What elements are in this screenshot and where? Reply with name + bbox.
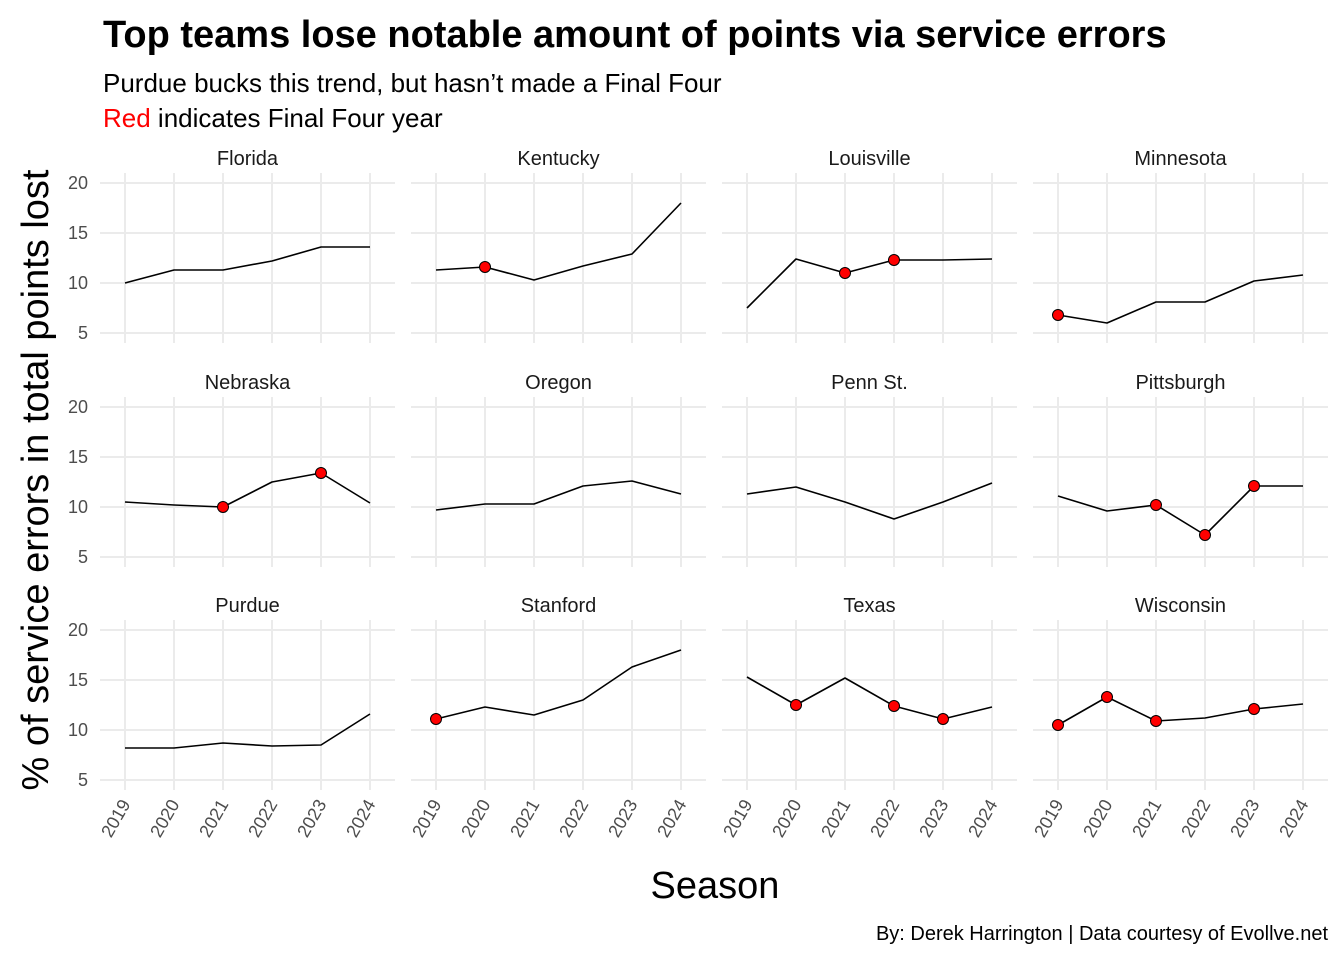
final-four-point: [1248, 480, 1260, 492]
x-tick-label: 2022: [1177, 796, 1214, 841]
x-tick-label: 2023: [1226, 796, 1263, 841]
series-line: [1057, 274, 1304, 324]
series-line: [1057, 485, 1303, 536]
x-tick-label: 2024: [964, 796, 1001, 841]
series-line: [435, 480, 682, 511]
final-four-point: [1150, 499, 1162, 511]
panel-kentucky: Kentucky: [411, 148, 706, 343]
y-axis-title: % of service errors in total points lost: [15, 169, 57, 790]
panel-louisville: Louisville: [722, 148, 1017, 343]
panel-texas: Texas 2019 2020 2021 2022 2023 2024: [719, 595, 1017, 841]
y-tick-label: 5: [78, 323, 88, 343]
x-tick-label: 2019: [408, 796, 445, 841]
panel-pittsburgh: Pittsburgh: [1033, 372, 1328, 567]
y-tick-label: 10: [68, 720, 88, 740]
panel-title: Pittsburgh: [1135, 372, 1225, 394]
panel-stanford: Stanford 2019 2020 2021 2022 2023 2024: [408, 595, 706, 841]
x-tick-label: 2021: [817, 796, 854, 841]
y-tick-label: 10: [68, 273, 88, 293]
chart-subtitle-line2: Red indicates Final Four year: [103, 103, 443, 133]
subtitle-red-word: Red: [103, 103, 151, 133]
panel-penn-st: Penn St.: [722, 372, 1017, 567]
x-tick-label: 2024: [653, 796, 690, 841]
series-line: [125, 713, 371, 749]
panel-florida: Florida 5 10 15 20: [68, 148, 395, 343]
x-tick-label: 2021: [195, 796, 232, 841]
series-line: [435, 649, 682, 720]
panel-nebraska: Nebraska 5 10 15 20: [68, 372, 395, 567]
y-tick-label: 5: [78, 547, 88, 567]
x-tick-label: 2020: [1079, 796, 1116, 841]
y-tick-label: 20: [68, 397, 88, 417]
final-four-point: [479, 261, 491, 273]
x-tick-label: 2022: [244, 796, 281, 841]
panel-title: Louisville: [828, 148, 910, 170]
y-tick-label: 15: [68, 447, 88, 467]
y-tick-label: 20: [68, 173, 88, 193]
x-tick-label: 2020: [146, 796, 183, 841]
x-axis-title: Season: [651, 865, 780, 907]
series-line: [124, 472, 371, 508]
final-four-point: [1248, 703, 1260, 715]
x-tick-label: 2024: [1275, 796, 1312, 841]
chart-subtitle-line1: Purdue bucks this trend, but hasn’t made…: [103, 68, 722, 98]
final-four-point: [888, 254, 900, 266]
panel-title: Oregon: [525, 372, 592, 394]
final-four-point: [430, 713, 442, 725]
panel-title: Minnesota: [1134, 148, 1227, 170]
panel-title: Wisconsin: [1135, 595, 1226, 617]
panel-wisconsin: Wisconsin 2019 2020 2021 2022 2023 2024: [1030, 595, 1328, 841]
series-line: [435, 202, 682, 281]
panel-title: Penn St.: [831, 372, 908, 394]
final-four-point: [888, 700, 900, 712]
caption: By: Derek Harrington | Data courtesy of …: [876, 923, 1329, 945]
chart-title: Top teams lose notable amount of points …: [103, 14, 1167, 56]
x-tick-label: 2020: [768, 796, 805, 841]
panel-oregon: Oregon: [411, 372, 706, 567]
x-tick-label: 2023: [293, 796, 330, 841]
final-four-point: [790, 699, 802, 711]
panel-title: Kentucky: [517, 148, 599, 170]
x-tick-label: 2019: [1030, 796, 1067, 841]
series-line: [746, 482, 993, 520]
final-four-point: [1199, 529, 1211, 541]
x-tick-label: 2024: [342, 796, 379, 841]
panel-title: Purdue: [215, 595, 280, 617]
x-tick-label: 2020: [457, 796, 494, 841]
x-tick-label: 2019: [97, 796, 134, 841]
final-four-point: [937, 713, 949, 725]
panel-minnesota: Minnesota: [1033, 148, 1328, 343]
y-tick-label: 5: [78, 770, 88, 790]
panel-title: Texas: [843, 595, 895, 617]
panel-title: Florida: [217, 148, 279, 170]
final-four-point: [1052, 719, 1064, 731]
final-four-point: [1150, 715, 1162, 727]
series-line: [124, 246, 370, 284]
x-tick-label: 2021: [1128, 796, 1165, 841]
final-four-point: [315, 467, 327, 479]
final-four-point: [839, 267, 851, 279]
y-tick-label: 15: [68, 670, 88, 690]
x-tick-label: 2023: [604, 796, 641, 841]
panel-title: Stanford: [521, 595, 597, 617]
facet-panels: Florida 5 10 15 20 Kentucky Louisville Minnesot…: [68, 148, 1328, 841]
subtitle-rest: indicates Final Four year: [151, 103, 443, 133]
final-four-point: [217, 501, 229, 513]
panel-title: Nebraska: [205, 372, 291, 394]
x-tick-label: 2022: [555, 796, 592, 841]
x-tick-label: 2022: [866, 796, 903, 841]
x-tick-label: 2021: [506, 796, 543, 841]
panel-purdue: Purdue 5 10 15 20 2019 2020 2021 2022 2023 2024: [68, 595, 395, 841]
y-tick-label: 10: [68, 497, 88, 517]
x-tick-label: 2023: [915, 796, 952, 841]
series-line: [1057, 696, 1304, 726]
final-four-point: [1101, 691, 1113, 703]
series-line: [746, 676, 993, 720]
series-line: [746, 258, 993, 309]
y-tick-label: 15: [68, 223, 88, 243]
final-four-point: [1052, 309, 1064, 321]
y-tick-label: 20: [68, 620, 88, 640]
x-tick-label: 2019: [719, 796, 756, 841]
